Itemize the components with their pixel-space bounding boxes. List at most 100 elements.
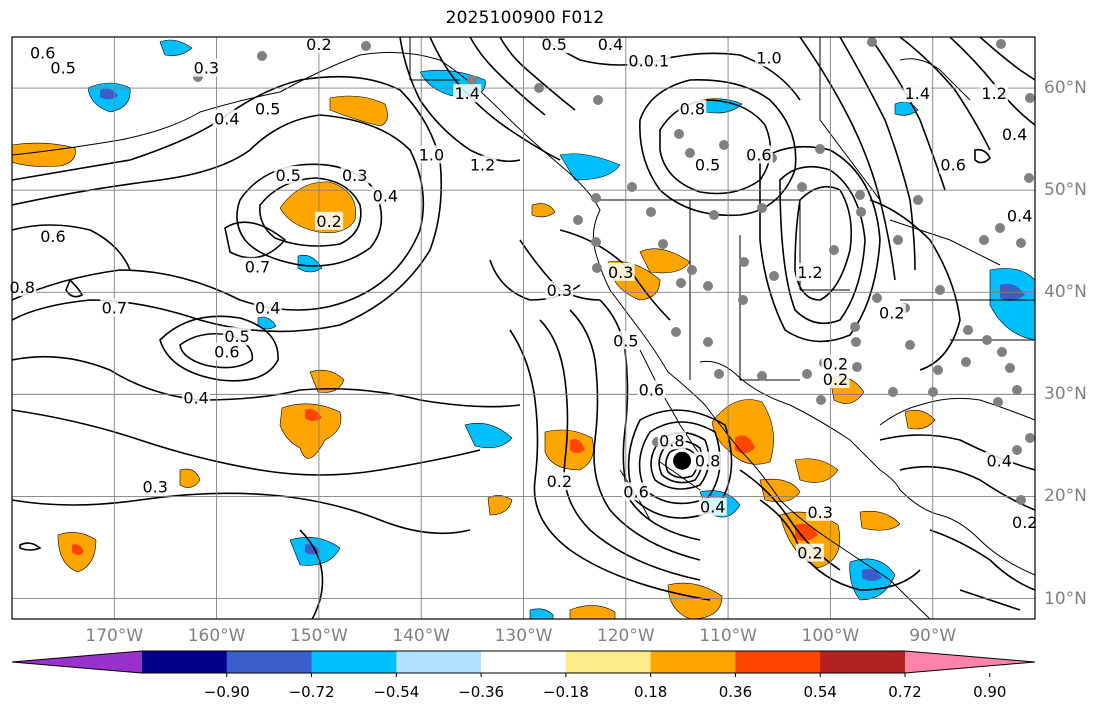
contour-label: 0.8 <box>659 431 684 450</box>
station-dots <box>193 37 1035 505</box>
positive-shade <box>569 605 616 619</box>
map-title: 2025100900 F012 <box>445 8 605 28</box>
contour-label-bg <box>642 51 671 70</box>
positive-shade <box>667 582 723 619</box>
contour-label-bg <box>253 99 282 118</box>
longitude-label: 170°W <box>85 626 144 646</box>
latitude-label: 50°N <box>1044 180 1087 201</box>
colorbar-tick-label: −0.36 <box>458 683 505 701</box>
contour-label: 1.0 <box>756 48 781 67</box>
contour-label: 0.3 <box>608 263 633 282</box>
contour-label-bg <box>980 84 1009 103</box>
contour-label-bg <box>698 497 727 516</box>
contour-label-bg <box>821 370 850 389</box>
contour-label-bg <box>877 303 906 322</box>
contour-label-bg <box>755 48 784 67</box>
contour-label: 0.6 <box>940 156 965 175</box>
contour-label: 0.3 <box>547 281 572 300</box>
contour-label-bg <box>8 278 37 297</box>
contour-label: 0.2 <box>879 304 904 323</box>
contour-label-bg <box>693 155 722 174</box>
colorbar-segment <box>650 651 736 673</box>
contour-label: 0.2 <box>316 212 341 231</box>
longitude-label: 120°W <box>596 626 655 646</box>
contour-label: 0.2 <box>797 544 822 563</box>
contour-label: 0.5 <box>275 166 300 185</box>
contour-label: 0.7 <box>245 258 270 277</box>
contour-label-bg <box>657 431 686 450</box>
contour-label-bg <box>315 211 344 230</box>
contour-label-bg <box>223 327 252 346</box>
contour-label: 0.4 <box>183 388 208 407</box>
positive-shade <box>487 495 513 516</box>
strong-positive-shade <box>735 435 755 454</box>
contour-label-bg <box>795 543 824 562</box>
contour-label-bg <box>678 99 707 118</box>
colorbar-tick-label: 0.54 <box>803 683 837 701</box>
contour-label-bg <box>453 84 482 103</box>
colorbar <box>11 650 1036 677</box>
contour-label: 0.4 <box>373 186 398 205</box>
latitude-label: 40°N <box>1044 282 1087 303</box>
contour-label: 0.6 <box>30 43 55 62</box>
colorbar-outline <box>11 650 1036 674</box>
contour-label: 0.6 <box>40 227 65 246</box>
contour-label: 0.3 <box>807 503 832 522</box>
contour-label-bg <box>212 109 241 128</box>
longitude-label: 90°W <box>909 626 957 646</box>
contour-label: 0.6 <box>214 342 239 361</box>
contour-label-bg <box>304 35 333 54</box>
contour-label-bg <box>371 186 400 205</box>
longitude-label: 160°W <box>187 626 246 646</box>
longitude-label: 110°W <box>699 626 757 646</box>
contour-label: 0.1 <box>644 51 669 70</box>
contour-label: 1.2 <box>797 263 822 282</box>
contour-label-bg <box>212 342 241 361</box>
contour-label-bg <box>141 477 170 496</box>
contour-label-bg <box>903 84 932 103</box>
negative-shade <box>159 39 193 56</box>
contour-label-bg <box>622 482 651 501</box>
strong-positive-shade <box>570 439 585 453</box>
longitude-label: 130°W <box>494 626 553 646</box>
map-frame <box>11 36 1036 620</box>
contour-label: 0.5 <box>613 331 638 350</box>
contour-label: 0.4 <box>598 35 623 54</box>
colorbar-segment <box>396 651 482 673</box>
contour-label-bg <box>637 380 666 399</box>
positive-shade <box>859 510 901 531</box>
contour-label: 0.6 <box>639 380 664 399</box>
contour-label-bg <box>28 43 57 62</box>
colorbar-tick-label: 0.90 <box>973 683 1007 701</box>
contour-label-bg <box>417 145 446 164</box>
contour-label-bg <box>182 388 211 407</box>
colorbar-segment <box>820 651 906 673</box>
negative-shade <box>529 608 554 619</box>
colorbar-segment <box>735 651 821 673</box>
contour-label: 0.5 <box>50 59 75 78</box>
colorbar-segment <box>481 651 567 673</box>
contour-label-bg <box>100 298 129 317</box>
contour-label: 0.4 <box>214 110 239 129</box>
contour-label: 0.5 <box>224 327 249 346</box>
contour-label: 0.3 <box>194 59 219 78</box>
contour-label: 1.2 <box>470 156 495 175</box>
contour-label-bg <box>545 281 574 300</box>
negative-shade <box>464 422 513 449</box>
colorbar-segment <box>311 651 397 673</box>
contour-label-bg <box>192 58 221 77</box>
longitude-label: 150°W <box>290 626 348 646</box>
strong-positive-shade <box>305 409 322 421</box>
negative-shade <box>699 98 743 114</box>
contour-label-bg <box>693 451 722 470</box>
contour-label-bg <box>939 155 968 174</box>
contour-label: 0.8 <box>680 99 705 118</box>
colorbar-extend-low <box>12 651 142 673</box>
contour-label: 0.4 <box>986 452 1011 471</box>
contour-label: 0.4 <box>1007 207 1032 226</box>
contour-labels: 0.60.5 0.30.20.40.50.5 0.30.40.20.60.70.40… <box>8 35 1039 563</box>
contour-label-bg <box>545 472 574 491</box>
contour-label: 0.2 <box>1012 513 1037 532</box>
contour-label-bg <box>540 35 569 54</box>
